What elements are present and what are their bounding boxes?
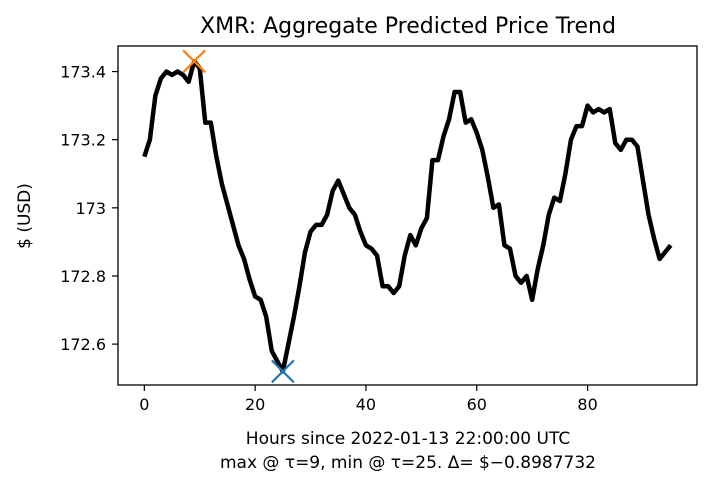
plot-frame [117, 45, 698, 386]
plot-area [118, 46, 697, 385]
x-axis-label: Hours since 2022-01-13 22:00:00 UTC [246, 429, 570, 449]
x-tick-label: 80 [577, 395, 597, 414]
min-marker [271, 359, 295, 384]
max-marker [182, 49, 206, 74]
series-line [142, 59, 673, 374]
x-tick-label: 40 [356, 395, 376, 414]
y-tick-label: 172.6 [60, 335, 106, 354]
y-tick-label: 172.8 [60, 267, 106, 286]
y-tick-label: 173.4 [60, 63, 106, 82]
x-tick-label: 60 [467, 395, 487, 414]
x-tick-label: 20 [245, 395, 265, 414]
y-axis-label: $ (USD) [15, 183, 35, 249]
y-tick-label: 173 [75, 199, 106, 218]
extrema-markers [182, 49, 295, 384]
x-tick-label: 0 [139, 395, 149, 414]
x-axis-sublabel: max @ τ=9, min @ τ=25. Δ= $−0.8987732 [220, 453, 596, 473]
axis-ticks: 0 20 40 60 80 172.6 172.8 173 173.2 173.4 [60, 63, 598, 414]
chart-title: XMR: Aggregate Predicted Price Trend [200, 14, 616, 39]
y-tick-label: 173.2 [60, 131, 106, 150]
